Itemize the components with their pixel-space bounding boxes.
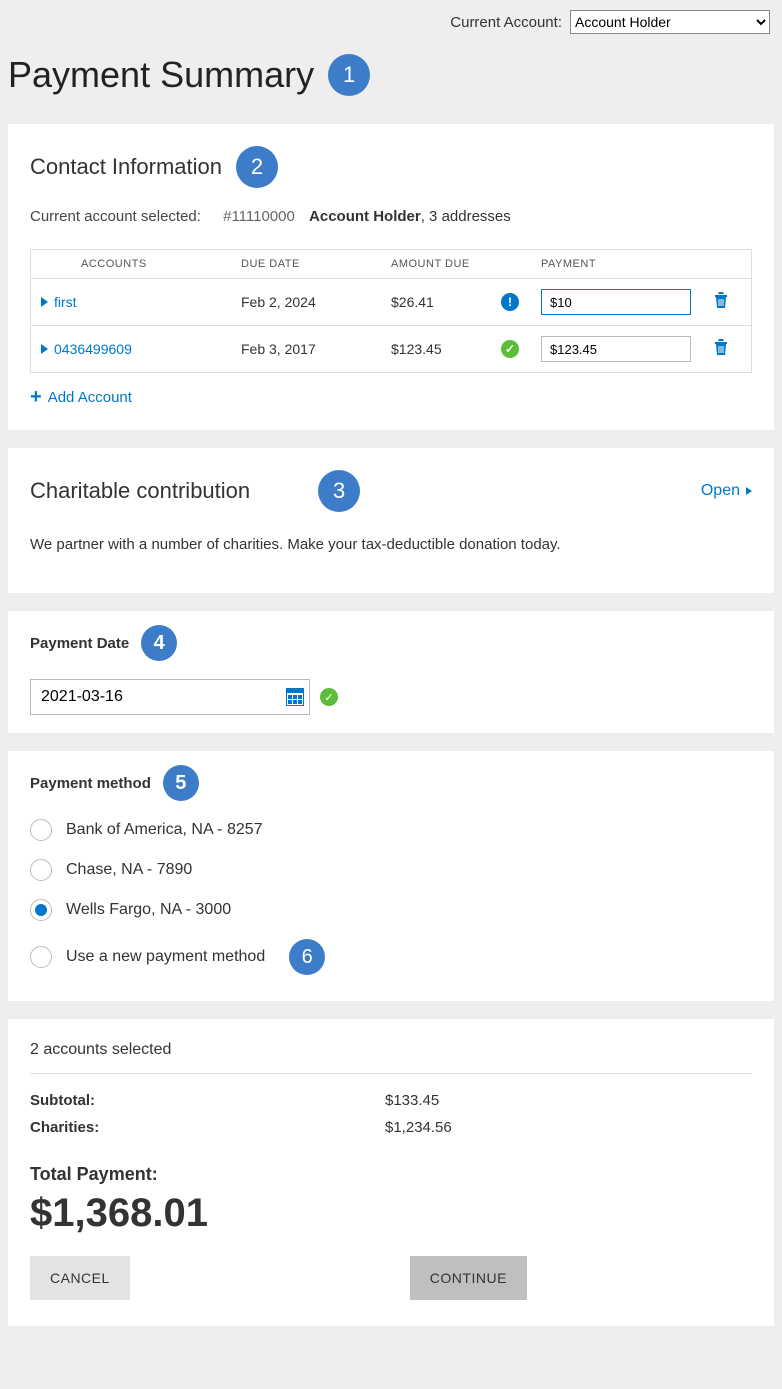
calendar-icon[interactable] (286, 688, 304, 706)
col-amount-due: Amount Due (391, 258, 501, 270)
page-title-text: Payment Summary (8, 54, 314, 96)
contact-holder-name: Account Holder (309, 208, 421, 225)
alert-icon: ! (501, 293, 519, 311)
charity-open-button[interactable]: Open (701, 482, 752, 500)
charity-card: Charitable contribution 3 Open We partne… (8, 448, 774, 593)
due-date: Feb 3, 2017 (241, 341, 391, 357)
continue-button[interactable]: CONTINUE (410, 1256, 527, 1300)
payment-method-option[interactable]: Chase, NA - 7890 (30, 859, 752, 881)
charity-header: Charitable contribution 3 Open (30, 470, 752, 512)
radio-icon (30, 899, 52, 921)
step-badge-2: 2 (236, 146, 278, 188)
trash-icon (713, 338, 729, 356)
payment-method-label-row: Payment method 5 (30, 765, 752, 801)
contact-addresses: , 3 addresses (421, 208, 511, 225)
payment-method-option-label: Chase, NA - 7890 (66, 861, 192, 879)
check-icon: ✓ (501, 340, 519, 358)
payment-date-label: Payment Date (30, 635, 129, 652)
payment-date-card: Payment Date 4 ✓ (8, 611, 774, 733)
total-value: $1,368.01 (30, 1191, 752, 1236)
charity-text: We partner with a number of charities. M… (30, 536, 752, 553)
accounts-table: Accounts Due Date Amount Due Payment fir… (30, 249, 752, 373)
amount-due: $26.41 (391, 294, 501, 310)
caret-right-icon (41, 297, 48, 307)
contact-line-label: Current account selected: (30, 208, 201, 225)
payment-date-input[interactable] (30, 679, 310, 715)
subtotal-label: Subtotal: (30, 1092, 385, 1109)
col-due-date: Due Date (241, 258, 391, 270)
radio-icon (30, 819, 52, 841)
contact-title-row: Contact Information 2 (30, 146, 752, 188)
check-icon: ✓ (320, 688, 338, 706)
account-name: 0436499609 (54, 341, 132, 357)
payment-method-label: Payment method (30, 775, 151, 792)
topbar: Current Account: Account Holder (0, 0, 782, 40)
table-header: Accounts Due Date Amount Due Payment (31, 250, 751, 279)
account-select[interactable]: Account Holder (570, 10, 770, 34)
step-badge-5: 5 (163, 765, 199, 801)
charities-value: $1,234.56 (385, 1119, 452, 1136)
payment-method-card: Payment method 5 Bank of America, NA - 8… (8, 751, 774, 1001)
charities-row: Charities: $1,234.56 (30, 1119, 752, 1136)
col-payment: Payment (541, 258, 701, 270)
payment-method-option-label: Bank of America, NA - 8257 (66, 821, 263, 839)
subtotal-value: $133.45 (385, 1092, 439, 1109)
charities-label: Charities: (30, 1119, 385, 1136)
summary-card: 2 accounts selected Subtotal: $133.45 Ch… (8, 1019, 774, 1326)
contact-title: Contact Information (30, 154, 222, 180)
cancel-button[interactable]: CANCEL (30, 1256, 130, 1300)
payment-method-option-label: Use a new payment method (66, 948, 265, 966)
payment-method-option[interactable]: Wells Fargo, NA - 3000 (30, 899, 752, 921)
contact-line: Current account selected: #11110000 Acco… (30, 208, 752, 225)
delete-row-button[interactable] (701, 338, 741, 361)
add-account-label: Add Account (48, 389, 132, 406)
payment-input[interactable] (541, 336, 691, 362)
amount-due: $123.45 (391, 341, 501, 357)
account-link[interactable]: first (41, 294, 241, 310)
table-row: 0436499609 Feb 3, 2017 $123.45 ✓ (31, 326, 751, 372)
radio-icon (30, 859, 52, 881)
due-date: Feb 2, 2024 (241, 294, 391, 310)
step-badge-3: 3 (318, 470, 360, 512)
total-label: Total Payment: (30, 1164, 752, 1185)
step-badge-4: 4 (141, 625, 177, 661)
payment-date-row: ✓ (30, 679, 752, 715)
charity-title: Charitable contribution (30, 478, 250, 504)
current-account-label: Current Account: (450, 14, 562, 31)
subtotal-row: Subtotal: $133.45 (30, 1092, 752, 1109)
payment-method-option-label: Wells Fargo, NA - 3000 (66, 901, 231, 919)
account-link[interactable]: 0436499609 (41, 341, 241, 357)
payment-method-list: Bank of America, NA - 8257 Chase, NA - 7… (30, 819, 752, 975)
add-account-button[interactable]: + Add Account (30, 387, 132, 407)
step-badge-6: 6 (289, 939, 325, 975)
button-row: CANCEL CONTINUE (30, 1256, 752, 1300)
radio-icon (30, 946, 52, 968)
selected-count: 2 accounts selected (30, 1041, 752, 1074)
payment-method-option[interactable]: Use a new payment method 6 (30, 939, 752, 975)
charity-title-row: Charitable contribution 3 (30, 470, 360, 512)
open-label: Open (701, 482, 740, 500)
plus-icon: + (30, 387, 42, 407)
step-badge-1: 1 (328, 54, 370, 96)
payment-date-label-row: Payment Date 4 (30, 625, 752, 661)
payment-method-option[interactable]: Bank of America, NA - 8257 (30, 819, 752, 841)
table-row: first Feb 2, 2024 $26.41 ! (31, 279, 751, 326)
trash-icon (713, 291, 729, 309)
caret-right-icon (41, 344, 48, 354)
account-name: first (54, 294, 77, 310)
page-title: Payment Summary 1 (0, 40, 782, 124)
contact-card: Contact Information 2 Current account se… (8, 124, 774, 430)
date-input-wrap (30, 679, 310, 715)
payment-input[interactable] (541, 289, 691, 315)
contact-account-number: #11110000 (223, 208, 295, 225)
caret-right-icon (746, 487, 752, 495)
delete-row-button[interactable] (701, 291, 741, 314)
col-accounts: Accounts (41, 258, 241, 270)
